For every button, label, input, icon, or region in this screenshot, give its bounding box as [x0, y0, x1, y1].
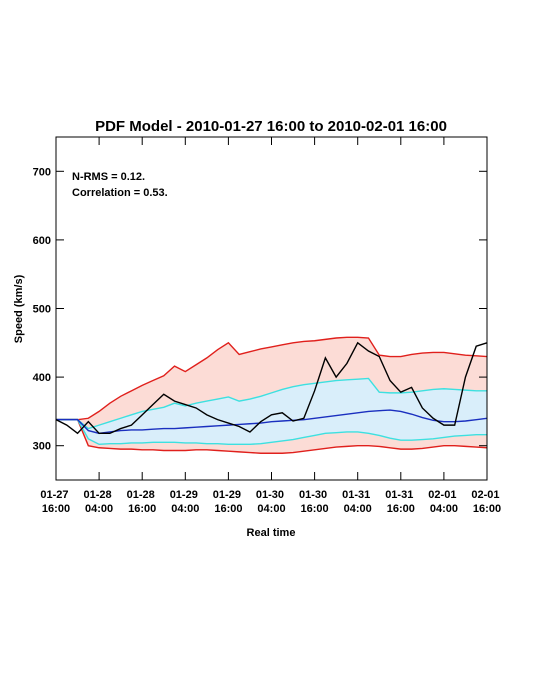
- annotation: Correlation = 0.53.: [72, 187, 168, 199]
- x-tick-label-line: 02-01: [471, 489, 502, 501]
- x-tick-label-line: 01-28: [127, 489, 158, 501]
- x-tick-label-line: 16:00: [301, 503, 329, 515]
- x-tick-label: 01-30 04:00: [256, 489, 287, 515]
- x-tick-label-line: 02-01: [428, 489, 459, 501]
- x-tick-label-line: 04:00: [171, 503, 199, 515]
- x-tick-label: 02-01 16:00: [471, 489, 502, 515]
- x-tick-label-line: 01-29: [213, 489, 244, 501]
- y-tick-label: 600: [33, 235, 51, 247]
- x-tick-label: 01-29 04:00: [170, 489, 201, 515]
- y-tick-label: 400: [33, 372, 51, 384]
- band-line: [56, 418, 487, 446]
- x-tick-label-line: 04:00: [430, 503, 458, 515]
- series-line: [55, 341, 488, 435]
- y-tick-label: 500: [33, 304, 51, 316]
- x-tick-label-line: 01-30: [299, 489, 330, 501]
- x-tick-label: 01-30 16:00: [299, 489, 330, 515]
- x-tick-label-line: 01-31: [385, 489, 416, 501]
- x-tick-label: 01-27 16:00: [40, 489, 71, 515]
- annotation: N-RMS = 0.12.: [72, 171, 145, 183]
- band-line: [56, 377, 487, 430]
- x-tick-label-line: 04:00: [257, 503, 285, 515]
- x-tick-label: 01-28 16:00: [127, 489, 158, 515]
- x-tick-label-line: 16:00: [214, 503, 242, 515]
- x-tick-label-line: 01-27: [40, 489, 71, 501]
- x-tick-label-line: 01-31: [342, 489, 373, 501]
- chart-title: PDF Model - 2010-01-27 16:00 to 2010-02-…: [95, 118, 447, 135]
- x-tick-label: 01-29 16:00: [213, 489, 244, 515]
- x-tick-label-line: 16:00: [128, 503, 156, 515]
- x-tick-label-line: 16:00: [387, 503, 415, 515]
- y-tick-label: 300: [33, 441, 51, 453]
- x-tick-label-line: 01-28: [83, 489, 114, 501]
- x-tick-label-line: 16:00: [42, 503, 70, 515]
- x-tick-label: 01-28 04:00: [83, 489, 114, 515]
- x-axis-label: Real time: [247, 527, 296, 539]
- x-tick-label-line: 04:00: [85, 503, 113, 515]
- x-tick-label: 02-01 04:00: [428, 489, 459, 515]
- x-tick-label: 01-31 04:00: [342, 489, 373, 515]
- series-line: [56, 409, 488, 435]
- band-line: [56, 336, 488, 421]
- x-tick-label-line: 01-30: [256, 489, 287, 501]
- x-tick-label-line: 16:00: [473, 503, 501, 515]
- band-line: [56, 418, 488, 454]
- x-tick-label-line: 04:00: [344, 503, 372, 515]
- x-tick-label: 01-31 16:00: [385, 489, 416, 515]
- y-axis-label: Speed (km/s): [13, 274, 25, 343]
- x-tick-label-line: 01-29: [170, 489, 201, 501]
- y-tick-label: 700: [33, 166, 51, 178]
